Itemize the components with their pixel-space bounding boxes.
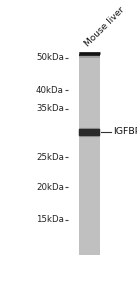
Text: 35kDa: 35kDa bbox=[36, 104, 64, 113]
Bar bbox=[79, 52, 100, 255]
Text: 20kDa: 20kDa bbox=[36, 183, 64, 192]
Text: 15kDa: 15kDa bbox=[36, 215, 64, 224]
Bar bbox=[79, 128, 99, 136]
Text: IGFBP1: IGFBP1 bbox=[113, 128, 137, 136]
Text: 40kDa: 40kDa bbox=[36, 86, 64, 95]
Bar bbox=[79, 129, 99, 135]
Text: Mouse liver: Mouse liver bbox=[83, 5, 126, 49]
Text: 50kDa: 50kDa bbox=[36, 53, 64, 62]
Bar bbox=[79, 52, 100, 58]
Text: 25kDa: 25kDa bbox=[36, 153, 64, 162]
